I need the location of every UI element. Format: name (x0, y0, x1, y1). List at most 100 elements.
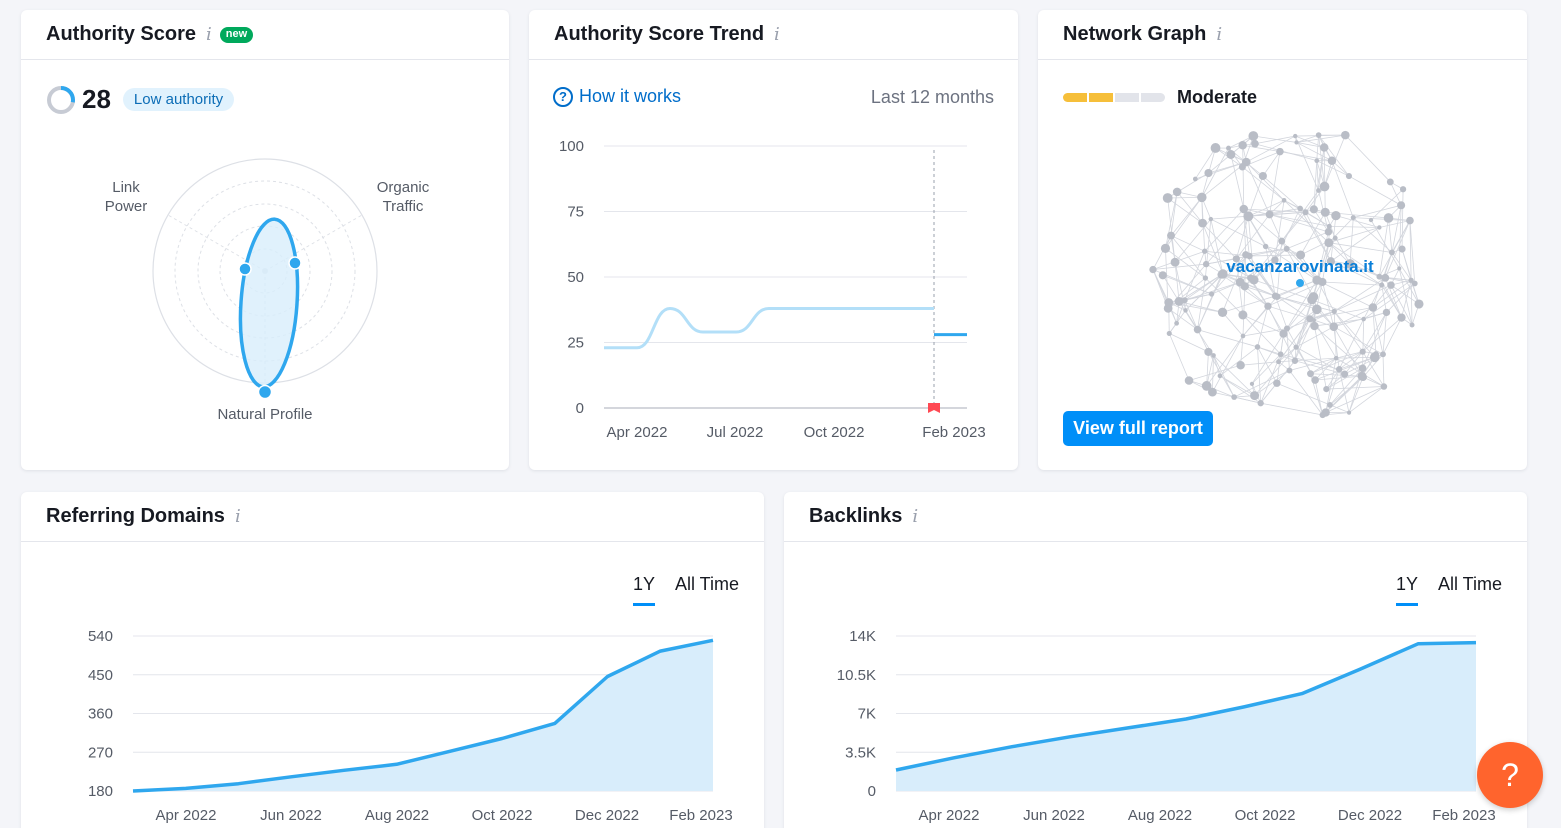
tab-1y[interactable]: 1Y (1395, 574, 1418, 606)
strength-segment (1141, 93, 1165, 102)
backlinks-chart: 14K 10.5K 7K 3.5K 0 Apr 2022 Jun 2022 Aug 2022 O… (837, 628, 1496, 824)
network-edge (1286, 279, 1318, 329)
y-tick-label: 100 (559, 138, 584, 155)
network-edge (1254, 143, 1317, 162)
network-edge (1333, 311, 1364, 352)
network-edge (1322, 281, 1382, 286)
network-edge (1305, 212, 1330, 227)
x-tick-label: Dec 2022 (575, 807, 639, 824)
network-edge (1338, 369, 1350, 413)
network-edge (1328, 242, 1351, 265)
network-edge (1329, 368, 1363, 406)
network-node (1243, 211, 1254, 222)
y-tick-label: 0 (868, 783, 876, 800)
info-icon[interactable]: i (1216, 24, 1223, 45)
network-edge (1349, 217, 1354, 264)
network-edge (1345, 134, 1391, 183)
network-edge (1372, 279, 1412, 308)
network-edge (1328, 217, 1354, 243)
network-edge (1295, 135, 1325, 148)
network-node (1323, 385, 1330, 393)
tab-all-time[interactable]: All Time (674, 574, 739, 594)
network-edge (1328, 242, 1380, 278)
info-icon[interactable]: i (774, 24, 780, 45)
network-edge (1311, 242, 1330, 300)
network-strength-label: Moderate (1177, 87, 1258, 107)
network-edge (1257, 346, 1262, 404)
network-edge (1253, 135, 1297, 143)
network-node (1283, 325, 1291, 332)
network-edge (1206, 351, 1209, 386)
y-tick-label: 180 (88, 783, 113, 800)
network-node (1408, 277, 1414, 283)
score-donut-icon (47, 85, 75, 114)
network-node (1281, 197, 1287, 203)
network-edge (1410, 280, 1413, 326)
network-edge (1240, 335, 1244, 366)
network-edge (1235, 216, 1249, 259)
y-tick-label: 75 (567, 204, 584, 221)
network-node (1258, 171, 1267, 181)
network-strength: Moderate (1063, 87, 1257, 108)
tab-1y[interactable]: 1Y (632, 574, 655, 606)
network-node (1346, 410, 1352, 415)
trend-chart: 100 75 50 25 0 Apr 2022 Jul 2022 Oct 2022 Feb 20… (559, 138, 986, 441)
network-edge (1242, 328, 1288, 337)
network-node (1387, 281, 1395, 289)
network-edge (1204, 208, 1245, 252)
view-full-report-button[interactable]: View full report (1063, 411, 1213, 446)
help-button[interactable]: ? (1477, 742, 1543, 808)
network-node (1302, 209, 1309, 216)
network-node (1238, 140, 1247, 150)
network-node (1174, 320, 1179, 326)
network-graph[interactable]: vacanzarovinata.it (1038, 115, 1527, 445)
network-node (1382, 308, 1391, 317)
network-edge (1322, 375, 1363, 416)
network-edge (1322, 242, 1330, 283)
network-edge (1212, 335, 1244, 393)
network-edge (1283, 200, 1330, 243)
network-node (1361, 316, 1366, 322)
tab-all-time[interactable]: All Time (1437, 574, 1502, 594)
network-edge (1248, 216, 1276, 261)
network-edge (1276, 333, 1284, 384)
network-node (1257, 400, 1264, 407)
network-node (1286, 367, 1293, 374)
y-tick-label: 0 (576, 400, 584, 417)
network-edge (1179, 301, 1223, 313)
network-edge (1276, 382, 1331, 406)
info-icon[interactable]: i (912, 506, 919, 527)
network-node (1235, 277, 1245, 287)
authority-score-trend-card: Authority Score Trend i ? How it works L… (529, 10, 1018, 470)
network-edge (1349, 263, 1380, 278)
network-edge (1201, 161, 1247, 198)
network-edge (1362, 312, 1387, 369)
network-edge (1353, 217, 1393, 253)
network-edge (1278, 346, 1297, 363)
network-edge (1362, 354, 1384, 378)
network-edge (1170, 197, 1203, 236)
network-node (1241, 157, 1251, 167)
info-icon[interactable]: i (206, 24, 212, 45)
network-edge (1245, 161, 1270, 215)
network-edge (1401, 189, 1404, 250)
x-tick-label: Feb 2023 (669, 807, 732, 824)
info-icon[interactable]: i (234, 506, 241, 527)
network-node (1262, 243, 1269, 250)
network-edge (1269, 214, 1329, 233)
x-tick-label: Dec 2022 (1338, 807, 1402, 824)
network-node (1350, 215, 1356, 221)
network-edge (1333, 307, 1374, 328)
x-tick-label: Apr 2022 (156, 807, 217, 824)
network-node (1399, 186, 1407, 193)
network-edge (1269, 214, 1283, 242)
network-edge (1275, 295, 1335, 312)
network-edge (1188, 364, 1241, 381)
network-node (1248, 131, 1259, 141)
network-edge (1242, 145, 1245, 209)
network-edge (1310, 357, 1337, 375)
network-edge (1244, 285, 1276, 297)
network-node (1297, 205, 1304, 212)
how-it-works-link[interactable]: ? How it works (553, 86, 681, 107)
network-edge (1280, 353, 1340, 370)
